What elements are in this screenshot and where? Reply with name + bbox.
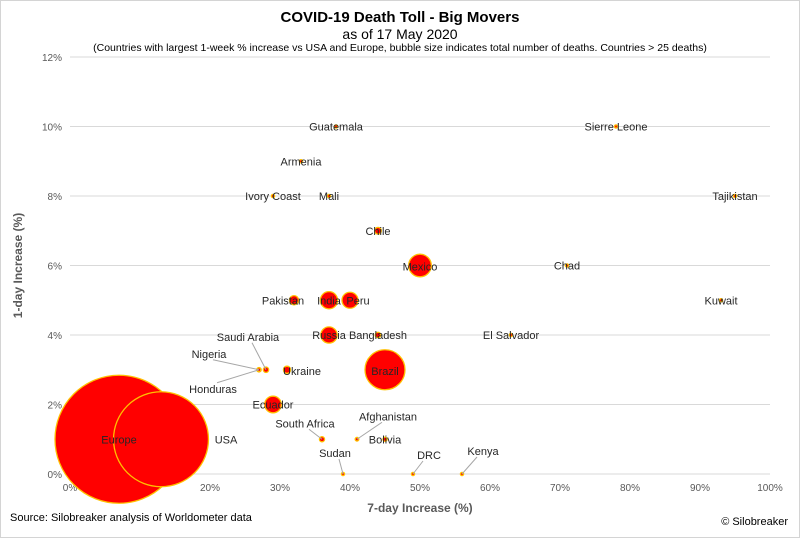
leader-line xyxy=(356,421,383,440)
x-tick-label: 80% xyxy=(620,483,640,494)
bubble xyxy=(288,294,300,306)
data-label: Pakistan xyxy=(262,295,304,307)
data-label: Peru xyxy=(346,295,369,307)
bubble xyxy=(112,391,210,488)
x-tick-label: 50% xyxy=(410,483,430,494)
bubble xyxy=(270,193,276,199)
y-tick-label: 4% xyxy=(48,331,63,342)
leader-line xyxy=(212,359,260,371)
data-label: Nigeria xyxy=(192,349,228,361)
leader-line xyxy=(251,342,267,370)
leader-line xyxy=(412,460,424,475)
data-label: Kuwait xyxy=(704,295,737,307)
bubble xyxy=(282,365,292,374)
data-label: Russia xyxy=(312,330,347,342)
data-label: Afghanistan xyxy=(359,411,417,423)
data-label: Honduras xyxy=(189,384,237,396)
bubble xyxy=(408,253,432,278)
x-tick-label: 90% xyxy=(690,483,710,494)
y-tick-label: 0% xyxy=(48,470,63,481)
bubble xyxy=(326,193,332,199)
y-tick-label: 8% xyxy=(48,192,63,203)
x-tick-label: 30% xyxy=(270,483,290,494)
bubble xyxy=(732,193,738,199)
bubble xyxy=(320,326,338,344)
y-tick-label: 2% xyxy=(48,401,63,412)
chart-subtitle: as of 17 May 2020 xyxy=(342,26,458,42)
data-label: Guatemala xyxy=(309,122,364,134)
data-label: USA xyxy=(215,434,238,446)
leader-line xyxy=(308,428,323,440)
leader-line xyxy=(461,456,478,475)
bubble xyxy=(564,263,570,268)
data-label: Kenya xyxy=(467,446,499,458)
data-label: Chile xyxy=(365,226,390,238)
data-label: India xyxy=(317,295,342,307)
data-label: Sierre Leone xyxy=(585,122,648,134)
bubble xyxy=(508,332,514,338)
source-note: Source: Silobreaker analysis of Worldome… xyxy=(10,512,252,524)
bubble xyxy=(364,349,406,391)
leader-line xyxy=(338,458,344,475)
chart-note: (Countries with largest 1-week % increas… xyxy=(93,42,707,54)
data-label: Sudan xyxy=(319,448,351,460)
y-tick-label: 12% xyxy=(42,53,62,64)
bubble xyxy=(341,291,359,309)
data-label: Mali xyxy=(319,191,339,203)
x-tick-label: 100% xyxy=(757,483,783,494)
data-label: Armenia xyxy=(281,156,323,168)
x-tick-label: 20% xyxy=(200,483,220,494)
x-tick-label: 0% xyxy=(63,483,78,494)
x-tick-label: 70% xyxy=(550,483,570,494)
data-label: El Salvador xyxy=(483,330,540,342)
bubble xyxy=(319,290,339,310)
bubble xyxy=(718,297,724,303)
data-label: Chad xyxy=(554,261,580,273)
data-label: Ivory Coast xyxy=(245,191,301,203)
bubble xyxy=(613,124,619,129)
data-label: Tajikistan xyxy=(712,191,757,203)
x-axis-title: 7-day Increase (%) xyxy=(367,501,472,515)
data-label: Europe xyxy=(101,434,136,446)
x-tick-label: 60% xyxy=(480,483,500,494)
data-label: Ukraine xyxy=(283,366,321,378)
y-axis-title: 1-day Increase (%) xyxy=(11,213,25,318)
bubble xyxy=(298,158,304,164)
bubble xyxy=(264,395,282,414)
bubble xyxy=(382,436,388,442)
bubble xyxy=(333,124,339,129)
data-label: Brazil xyxy=(371,366,399,378)
chart-title: COVID-19 Death Toll - Big Movers xyxy=(280,9,520,26)
leader-line xyxy=(216,369,260,384)
data-label: Bolivia xyxy=(369,434,402,446)
y-tick-label: 10% xyxy=(42,123,62,134)
data-label: Ecuador xyxy=(253,400,294,412)
data-label: Saudi Arabia xyxy=(217,332,280,344)
data-label: DRC xyxy=(417,450,441,462)
bubble xyxy=(374,331,382,339)
y-tick-label: 6% xyxy=(48,262,63,273)
x-tick-label: 40% xyxy=(340,483,360,494)
data-label: Mexico xyxy=(403,262,438,274)
copyright-note: © Silobreaker xyxy=(721,516,788,528)
data-label: Bangladesh xyxy=(349,330,407,342)
bubble xyxy=(373,226,383,235)
data-label: South Africa xyxy=(275,418,335,430)
